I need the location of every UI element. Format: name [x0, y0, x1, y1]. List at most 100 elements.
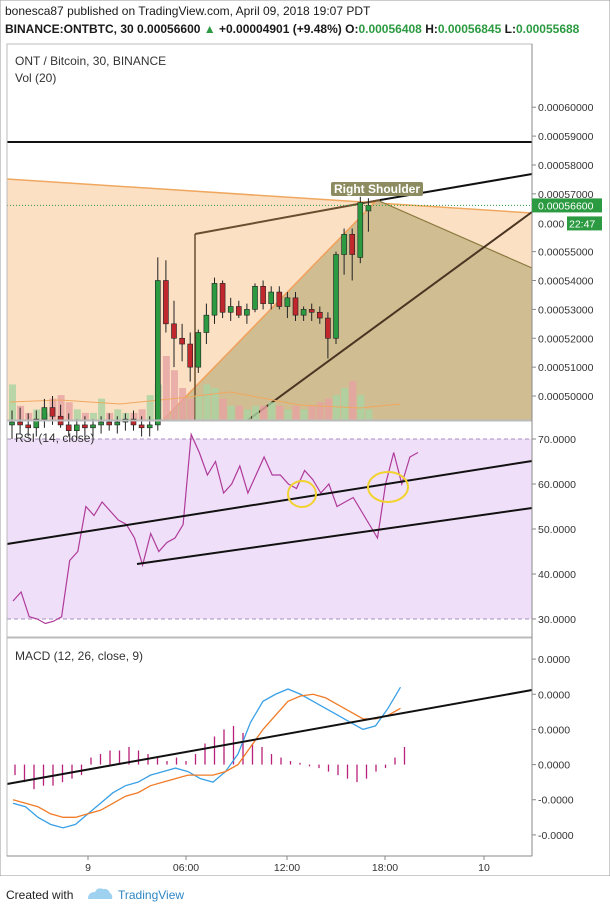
rsi-line [12, 432, 419, 625]
volume-bar [179, 388, 187, 420]
price-partial-label: 0.000 [538, 218, 564, 230]
candle-body [187, 343, 193, 368]
rsi-tick-label: 70.0000 [538, 434, 576, 446]
volume-bar [146, 395, 154, 420]
macd-tick-label: 0.0000 [538, 724, 570, 736]
last-price-tag [532, 198, 602, 213]
candle-body [316, 311, 323, 319]
macd-tick-label: -0.0000 [538, 795, 574, 807]
macd-tick-label: 0.0000 [538, 689, 570, 701]
volume-bar [171, 370, 178, 420]
macd-tick-label: -0.0000 [538, 830, 574, 842]
candle-body [260, 285, 266, 304]
candle-body [236, 306, 242, 316]
candle-body [33, 418, 40, 429]
neckline [6, 178, 533, 214]
time-tick-label: 06:00 [173, 862, 199, 874]
candle-body [179, 337, 185, 345]
candle-body [98, 421, 104, 426]
volume-bar [308, 405, 316, 420]
candle-body [17, 421, 23, 426]
highlight-circle [367, 471, 409, 503]
candle-body [244, 309, 250, 316]
candle-body [227, 306, 234, 313]
low-value: 0.00055688 [515, 22, 580, 36]
candle-body [341, 233, 347, 255]
volume-bar [235, 405, 243, 420]
author-link[interactable]: bonesca87 [5, 4, 64, 18]
candle-body [82, 424, 88, 429]
volume-label: Vol (20) [15, 71, 56, 85]
macd-line [12, 686, 402, 829]
open-label: O: [345, 22, 359, 36]
price-tick-label: 0.00058000 [538, 160, 594, 172]
pattern-label: Right Shoulder [334, 182, 420, 196]
candle-body [74, 424, 80, 431]
volume-bar [243, 409, 251, 420]
shoulder-slope-line [376, 199, 533, 269]
candle-body [138, 424, 145, 429]
price-pane[interactable]: Right Shoulder ONT / Bitcoin, 30, BINANCE… [6, 54, 533, 440]
candle-body [65, 424, 72, 431]
tradingview-link[interactable]: TradingView [118, 888, 185, 902]
price-tick-label: 0.00050000 [538, 391, 594, 403]
volume-bar [365, 409, 373, 420]
volume-bar [268, 402, 276, 420]
volume-bar [333, 395, 340, 420]
symbol-label: BINANCE:ONTBTC, 30 [5, 22, 134, 36]
volume-bar [187, 398, 195, 420]
highlight-circle [287, 480, 317, 508]
macd-pane[interactable]: MACD (12, 26, close, 9) [6, 649, 533, 829]
volume-bar [73, 409, 81, 420]
candle-body [276, 291, 283, 307]
rsi-tick-label: 40.0000 [538, 569, 576, 581]
rsi-tick-label: 30.0000 [538, 614, 576, 626]
volume-bar [260, 405, 268, 420]
volume-bar [284, 409, 292, 420]
pane-frame [6, 637, 533, 857]
high-value: 0.00056845 [437, 22, 502, 36]
volume-bar [219, 398, 227, 420]
volume-bar [114, 409, 122, 420]
candle-body [106, 421, 112, 426]
candle-body [195, 332, 202, 368]
created-with-label: Created with [6, 888, 74, 902]
ticker-line: BINANCE:ONTBTC, 30 0.00056600 ▲ +0.00004… [5, 22, 579, 36]
chart-canvas[interactable]: Right Shoulder ONT / Bitcoin, 30, BINANCE… [0, 0, 610, 876]
candle-body [349, 233, 356, 255]
rsi-tick-label: 50.0000 [538, 524, 576, 536]
rsi-lower-trendline [136, 507, 533, 565]
price-tick-label: 0.00055000 [538, 247, 594, 259]
last-price-label: 0.00056600 [538, 200, 594, 212]
candle-body [155, 280, 161, 426]
volume-bar [98, 398, 106, 420]
time-tick-label: 10 [478, 862, 490, 874]
candle-body [268, 291, 275, 304]
footer: Created with TradingView [0, 876, 610, 912]
candle-body [114, 421, 121, 426]
time-tick-label: 9 [85, 862, 91, 874]
candle-body [9, 421, 15, 426]
price-change: +0.00004901 (+9.48%) [219, 22, 342, 36]
time-tick-label: 18:00 [372, 862, 398, 874]
volume-bar [138, 409, 146, 420]
price-tick-label: 0.00057000 [538, 189, 594, 201]
macd-tick-label: 0.0000 [538, 760, 570, 772]
candle-body [171, 323, 177, 339]
volume-bar [300, 409, 308, 420]
rsi-band [7, 439, 532, 619]
candle-body [219, 283, 226, 313]
volume-bar [211, 388, 219, 420]
chart-title: ONT / Bitcoin, 30, BINANCE [15, 54, 166, 68]
rsi-pane[interactable]: RSI (14, close) [6, 431, 533, 625]
signal-line [12, 693, 401, 818]
open-value: 0.00056408 [358, 22, 422, 36]
volume-bar [162, 356, 170, 420]
publish-info: published on TradingView.com, April 09, … [67, 4, 371, 18]
candle-body [130, 418, 137, 426]
macd-trendline [6, 689, 533, 785]
candle-body [203, 314, 210, 333]
axes-layer: 0.00060000 0.00059000 0.00058000 0.00057000… [0, 0, 610, 876]
publish-line: bonesca87 published on TradingView.com, … [5, 4, 370, 18]
price-tick-label: 0.00054000 [538, 276, 594, 288]
